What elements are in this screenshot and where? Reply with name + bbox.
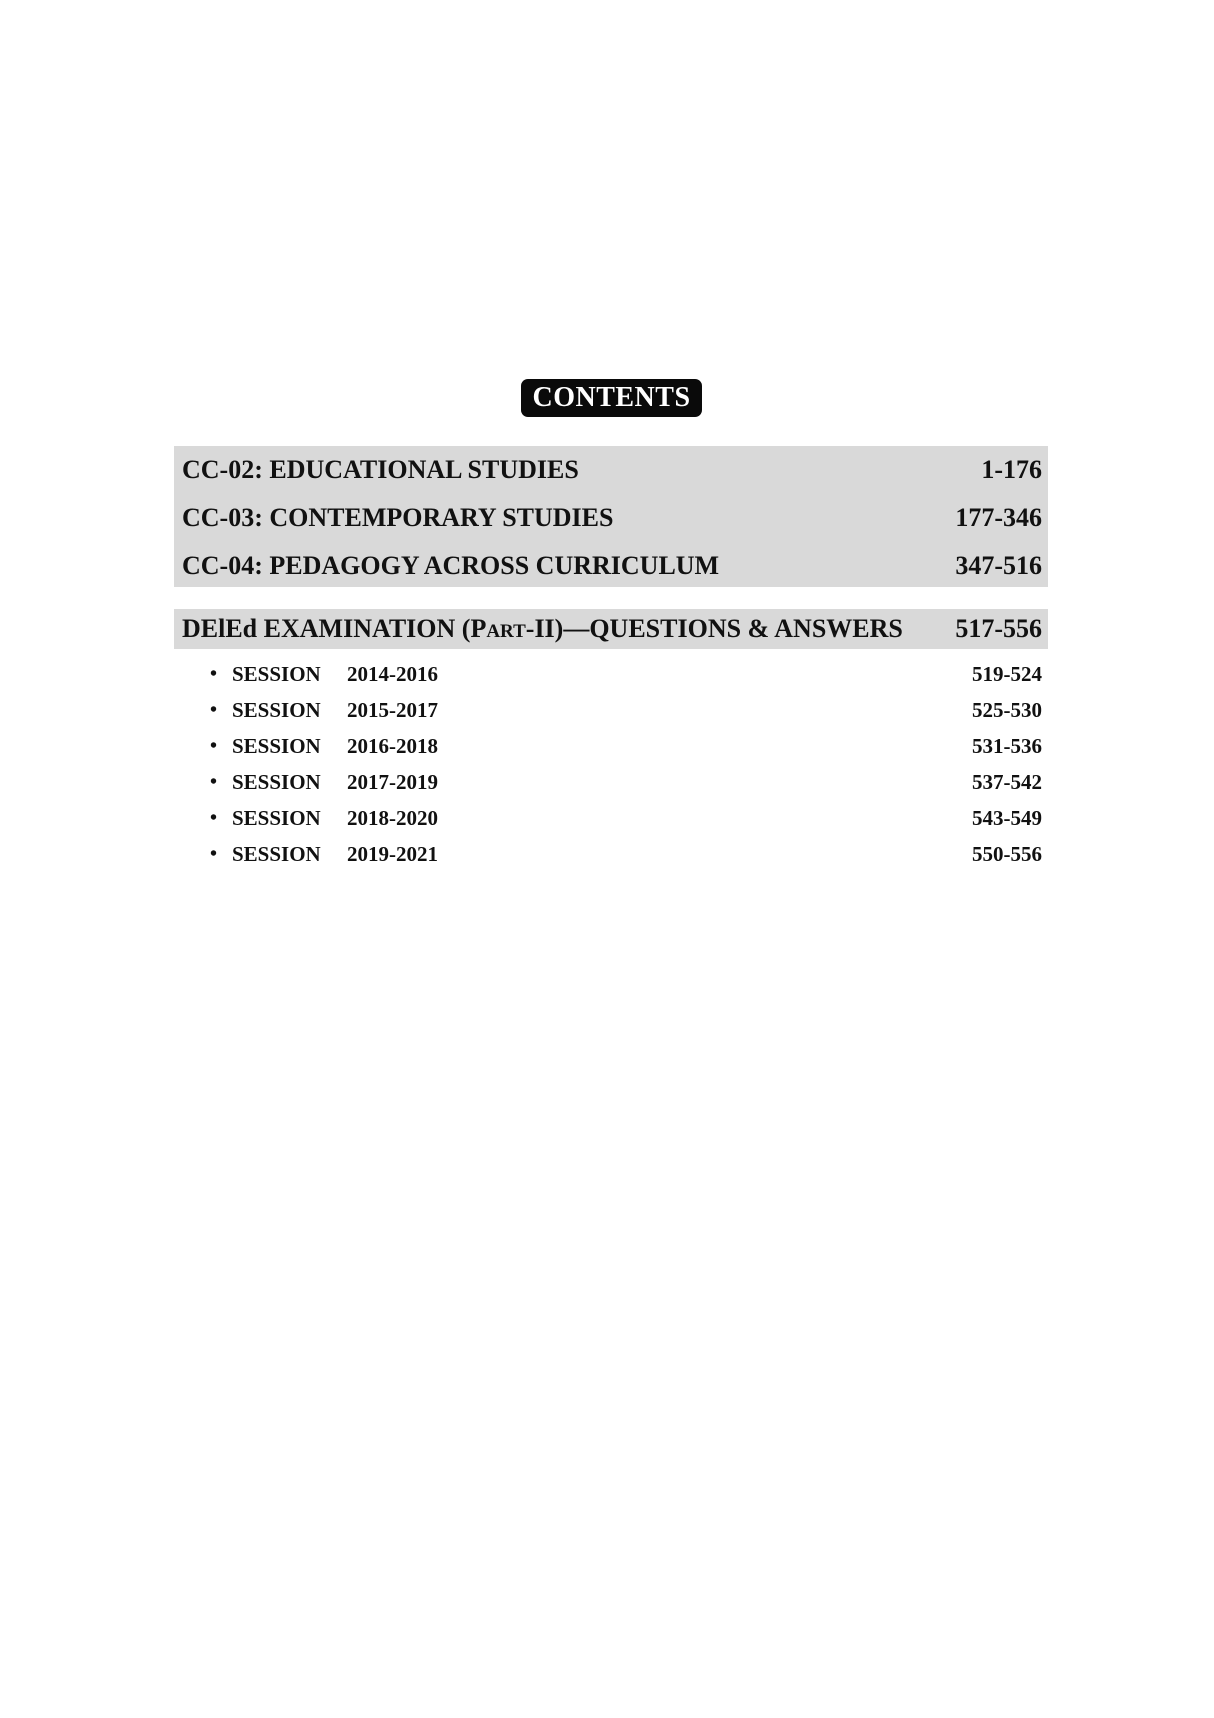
bullet-icon: • (210, 806, 218, 829)
session-pages: 543-549 (972, 805, 1042, 830)
session-label: SESSION (232, 697, 321, 722)
session-pages: 519-524 (972, 661, 1042, 686)
course-sections-box: CC-02: EDUCATIONAL STUDIES 1-176 CC-03: … (174, 446, 1048, 587)
session-years: 2016-2018 (347, 733, 438, 758)
session-entry[interactable]: • SESSION 2015-2017 525-530 (210, 694, 1042, 726)
session-years: 2014-2016 (347, 661, 438, 686)
session-label: SESSION (232, 733, 321, 758)
label-suffix: -II)—QUESTIONS & ANSWERS (525, 614, 903, 643)
session-entry[interactable]: • SESSION 2019-2021 550-556 (210, 838, 1042, 870)
exam-section-box: DElEd EXAMINATION (PART-II)—QUESTIONS & … (174, 609, 1048, 649)
toc-entry-cc04[interactable]: CC-04: PEDAGOGY ACROSS CURRICULUM 347-51… (182, 546, 1042, 586)
bullet-icon: • (210, 770, 218, 793)
session-years: 2015-2017 (347, 697, 438, 722)
label-prefix: DElEd EXAMINATION (P (182, 614, 487, 643)
session-entry[interactable]: • SESSION 2017-2019 537-542 (210, 766, 1042, 798)
bullet-icon: • (210, 698, 218, 721)
session-pages: 525-530 (972, 697, 1042, 722)
entry-pages: 347-516 (955, 551, 1042, 580)
session-label: SESSION (232, 769, 321, 794)
session-entry[interactable]: • SESSION 2014-2016 519-524 (210, 658, 1042, 690)
entry-pages: 517-556 (955, 614, 1042, 643)
session-pages: 537-542 (972, 769, 1042, 794)
session-pages: 531-536 (972, 733, 1042, 758)
session-label: SESSION (232, 661, 321, 686)
session-entry[interactable]: • SESSION 2016-2018 531-536 (210, 730, 1042, 762)
session-years: 2017-2019 (347, 769, 438, 794)
bullet-icon: • (210, 842, 218, 865)
entry-label: CC-04: PEDAGOGY ACROSS CURRICULUM (182, 551, 720, 580)
session-entry[interactable]: • SESSION 2018-2020 543-549 (210, 802, 1042, 834)
session-years: 2019-2021 (347, 841, 438, 866)
entry-label: CC-02: EDUCATIONAL STUDIES (182, 455, 579, 484)
toc-entry-cc02[interactable]: CC-02: EDUCATIONAL STUDIES 1-176 (182, 450, 1042, 490)
session-label: SESSION (232, 805, 321, 830)
session-label: SESSION (232, 841, 321, 866)
toc-entry-exam[interactable]: DElEd EXAMINATION (PART-II)—QUESTIONS & … (182, 609, 1042, 649)
contents-title: CONTENTS (521, 379, 702, 417)
entry-label: CC-03: CONTEMPORARY STUDIES (182, 503, 614, 532)
session-years: 2018-2020 (347, 805, 438, 830)
toc-entry-cc03[interactable]: CC-03: CONTEMPORARY STUDIES 177-346 (182, 498, 1042, 538)
entry-pages: 177-346 (955, 503, 1042, 532)
bullet-icon: • (210, 734, 218, 757)
session-pages: 550-556 (972, 841, 1042, 866)
bullet-icon: • (210, 662, 218, 685)
entry-pages: 1-176 (981, 455, 1042, 484)
entry-label: DElEd EXAMINATION (PART-II)—QUESTIONS & … (182, 614, 903, 644)
label-smallcaps: ART (486, 621, 526, 642)
